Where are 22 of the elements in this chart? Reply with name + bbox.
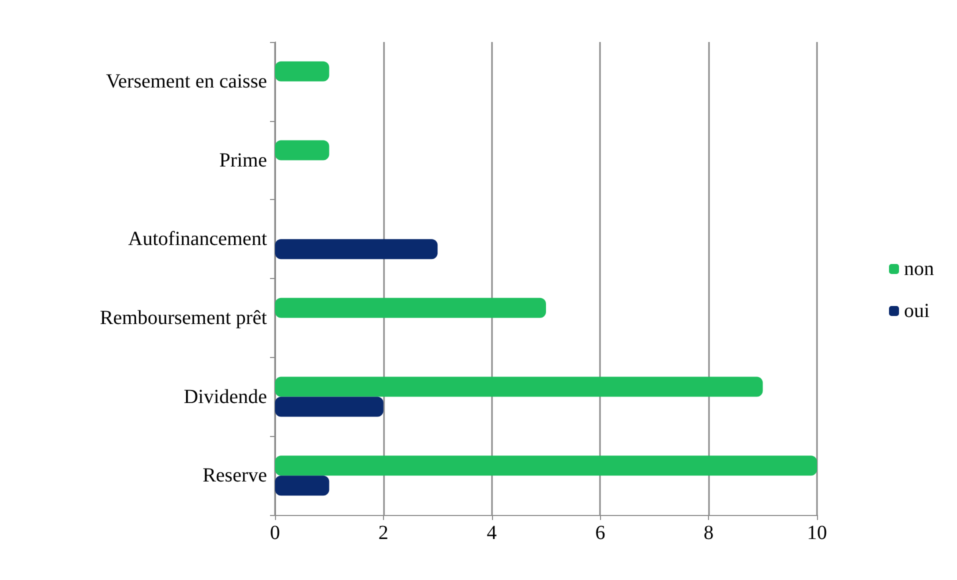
bar xyxy=(275,376,763,397)
y-tick-label: Versement en caisse xyxy=(106,70,268,92)
y-tick-label: Prime xyxy=(219,149,268,172)
bar xyxy=(275,456,817,476)
y-tick-label: Autofinancement xyxy=(128,228,268,250)
bar xyxy=(275,140,330,160)
x-tick-label: 8 xyxy=(704,522,714,544)
x-tick-label: 6 xyxy=(595,522,606,544)
x-tick-label: 2 xyxy=(378,522,388,544)
y-tick-label: Dividende xyxy=(184,386,268,408)
bar xyxy=(275,298,546,318)
bar xyxy=(275,61,330,82)
bar xyxy=(275,476,330,496)
x-tick-label: 0 xyxy=(270,522,280,544)
bar xyxy=(275,396,384,417)
x-tick-label: 4 xyxy=(486,522,497,544)
bar xyxy=(275,239,438,260)
legend-label: oui xyxy=(904,300,930,322)
y-tick-label: Reserve xyxy=(202,464,268,487)
legend-label: non xyxy=(904,258,934,280)
x-tick-label: 10 xyxy=(807,522,827,544)
y-tick-label: Remboursement prêt xyxy=(100,306,268,329)
